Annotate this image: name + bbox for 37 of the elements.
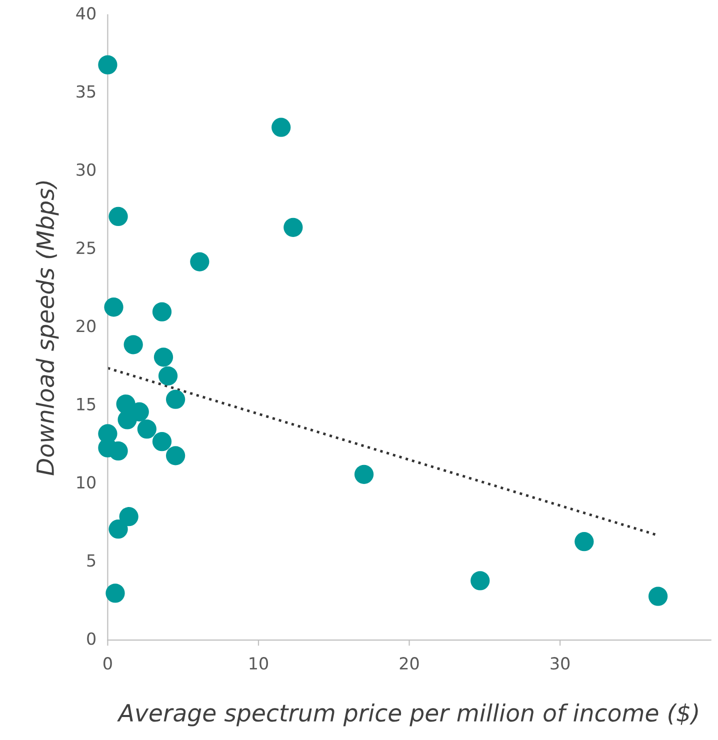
point [648,586,668,606]
x-axis-title: Average spectrum price per million of income ($) [117,703,698,726]
point [137,419,156,439]
y-tick-label: 35 [76,85,96,98]
point [106,584,125,603]
point [152,432,172,452]
point [119,507,138,526]
point [470,571,490,590]
point [108,520,128,539]
point [284,218,303,237]
point [154,348,174,367]
y-tick-label: 0 [87,632,96,645]
point [108,206,128,226]
point [158,366,178,386]
y-tick-label: 15 [77,398,96,410]
point [272,118,291,137]
point [124,335,143,354]
point [166,446,186,466]
y-tick-label: 20 [76,320,96,332]
x-tick-label: 30 [550,657,570,670]
x-tick-label: 0 [103,657,112,670]
y-axis-title: Download speeds (Mbps) [36,181,59,476]
x-tick-label: 10 [250,657,268,670]
y-tick-label: 10 [77,476,96,489]
point [354,464,374,484]
point [574,532,594,552]
point [190,252,210,272]
y-tick-label: 25 [76,242,96,254]
x-tick-label: 20 [400,657,419,670]
y-tick-label: 40 [76,7,96,20]
point [104,298,124,317]
point [166,390,186,409]
point [108,441,128,461]
point [152,302,172,322]
y-tick-label: 5 [87,554,96,567]
point [98,55,118,74]
y-tick-label: 30 [76,163,96,176]
